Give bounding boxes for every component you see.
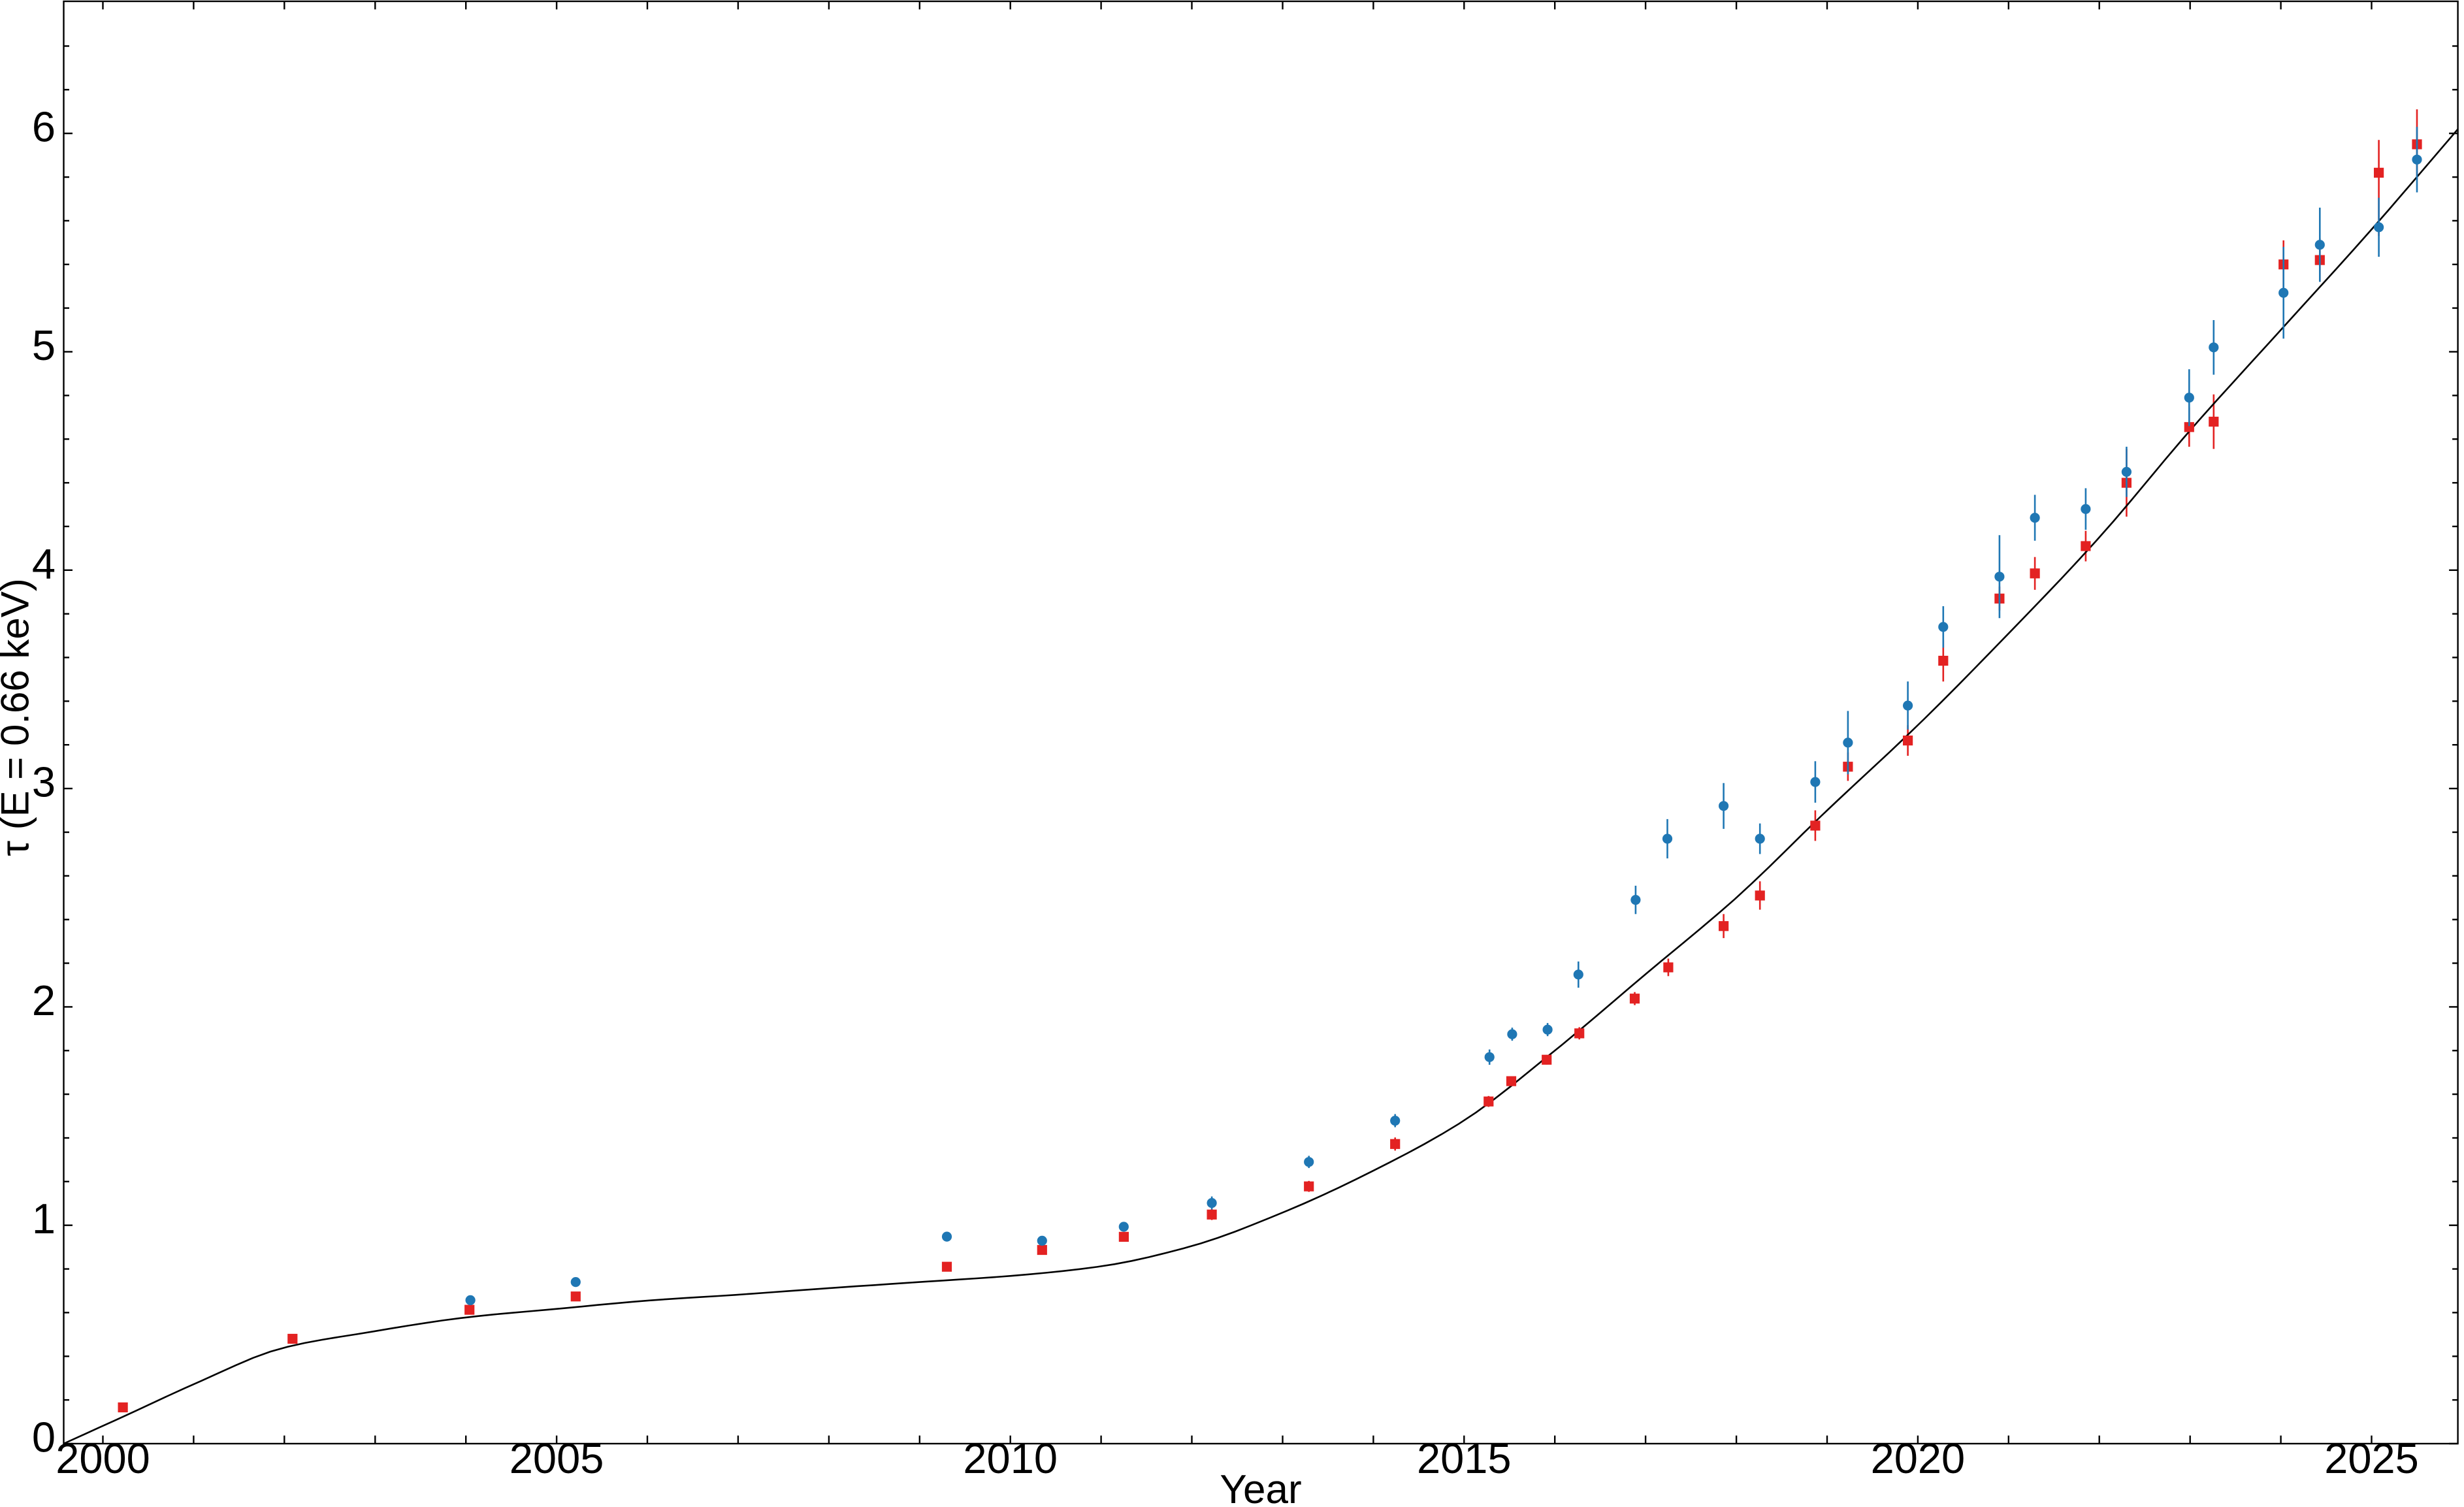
svg-text:3: 3 [32,758,56,806]
svg-text:4: 4 [32,540,56,587]
svg-text:2020: 2020 [1871,1434,1966,1482]
svg-text:2000: 2000 [56,1434,150,1482]
svg-text:2010: 2010 [963,1434,1058,1482]
svg-text:Year: Year [1220,1467,1301,1504]
svg-text:2025: 2025 [2324,1434,2419,1482]
svg-text:2015: 2015 [1417,1434,1512,1482]
svg-text:τ (E = 0.66 keV): τ (E = 0.66 keV) [0,578,37,856]
svg-text:5: 5 [32,321,56,369]
svg-text:1: 1 [32,1195,56,1242]
svg-text:6: 6 [32,103,56,151]
svg-text:2: 2 [32,977,56,1024]
svg-text:2005: 2005 [510,1434,604,1482]
svg-text:0: 0 [32,1414,56,1461]
